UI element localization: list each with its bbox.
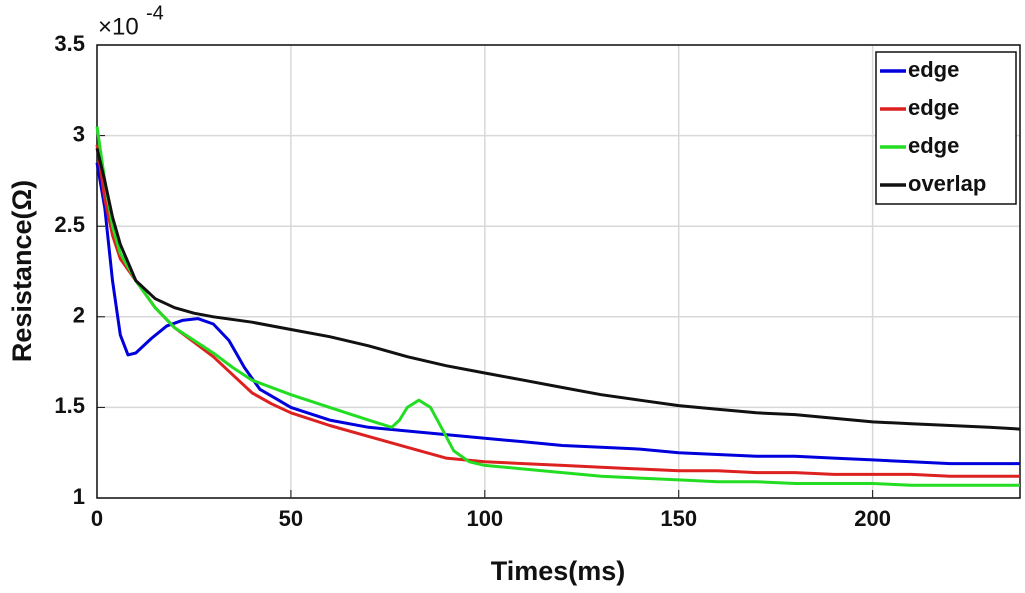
series-line [95, 162, 1020, 466]
x-axis-title: Times(ms) [491, 556, 626, 586]
y-tick-label: 2 [73, 303, 85, 328]
series-line [95, 147, 1021, 431]
y-axis-title: Resistance(Ω) [7, 180, 37, 362]
series-line [95, 126, 1020, 487]
legend-label: edge [908, 57, 959, 82]
y-multiplier-base: ×10 [98, 13, 139, 40]
plot-frame [96, 44, 1021, 499]
y-multiplier-exponent: -4 [146, 2, 164, 24]
y-tick-label: 2.5 [54, 212, 85, 237]
y-tick-label: 1.5 [54, 393, 85, 418]
legend-label: overlap [908, 171, 986, 196]
y-tick-label: 1 [73, 484, 85, 509]
x-tick-label: 0 [91, 506, 103, 531]
x-tick-label: 200 [854, 506, 891, 531]
y-tick-label: 3 [73, 121, 85, 146]
legend-box [875, 51, 1017, 205]
legend-label: edge [908, 133, 959, 158]
legend-label: edge [908, 95, 959, 120]
x-tick-label: 100 [466, 506, 503, 531]
y-tick-label: 3.5 [54, 31, 85, 56]
x-tick-label: 150 [660, 506, 697, 531]
x-tick-label: 50 [279, 506, 303, 531]
